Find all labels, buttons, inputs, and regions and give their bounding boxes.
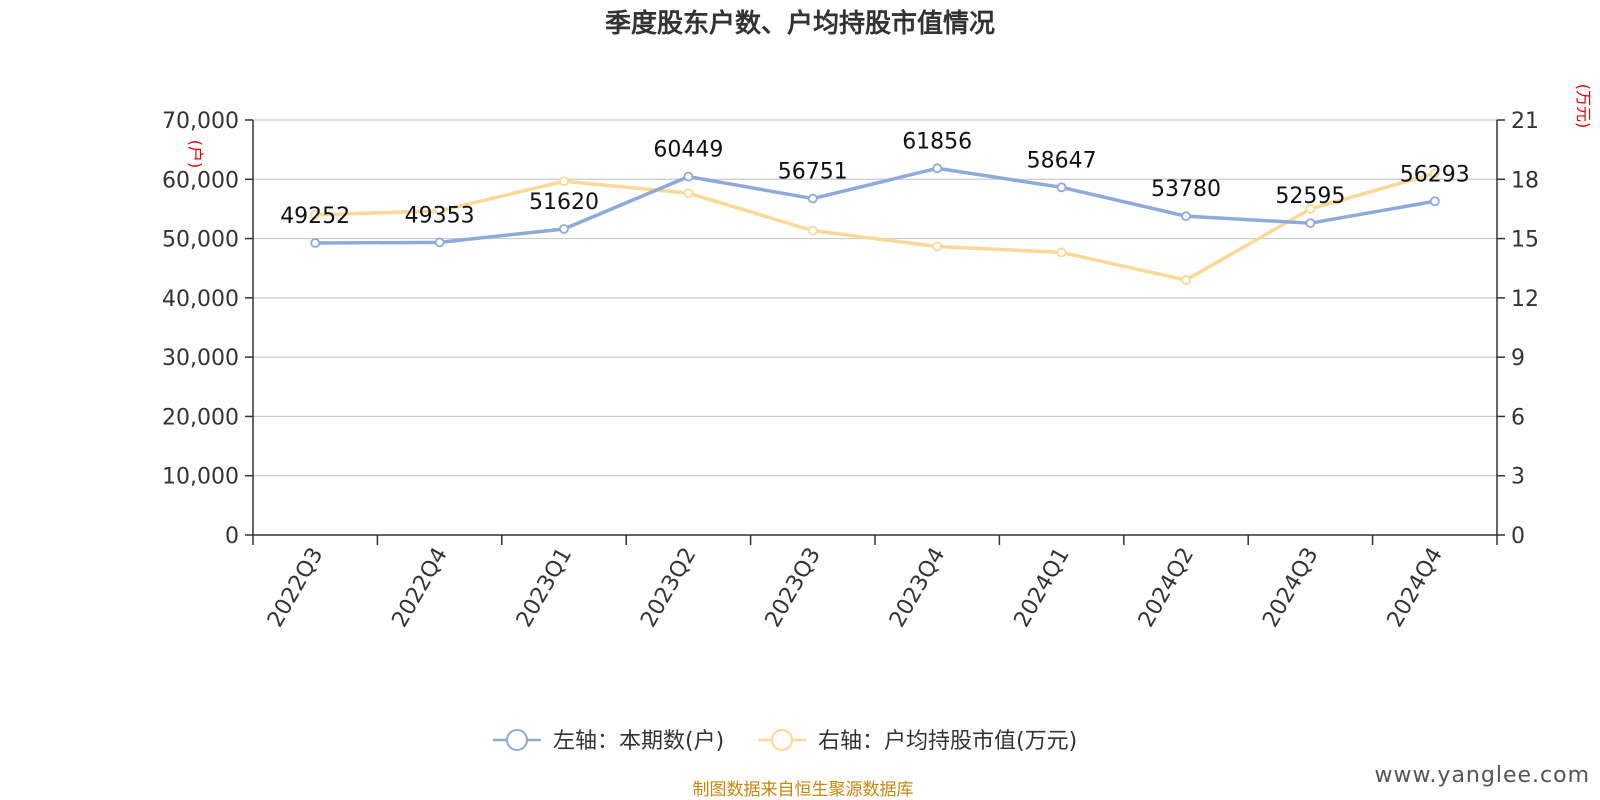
left-axis-tick-label: 0 <box>225 524 239 549</box>
left-axis-tick-label: 40,000 <box>162 287 239 312</box>
watermark: www.yanglee.com <box>1374 763 1590 788</box>
data-point-right[interactable] <box>807 225 818 236</box>
legend-item-right-series[interactable]: 右轴：户均持股市值(万元) <box>758 729 1077 754</box>
right-axis-tick-label: 21 <box>1511 109 1539 134</box>
right-axis-tick-label: 3 <box>1511 465 1525 490</box>
chart-title: 季度股东户数、户均持股市值情况 <box>605 8 995 39</box>
left-axis-tick-label: 20,000 <box>162 405 239 430</box>
data-point-right[interactable] <box>683 188 694 199</box>
data-point-right[interactable] <box>559 176 569 187</box>
data-point-right[interactable] <box>932 241 943 252</box>
series-line-left <box>315 166 1436 245</box>
data-point-left[interactable] <box>310 238 321 248</box>
x-axis-tick-label: 2023Q1 <box>512 544 577 632</box>
right-axis-tick-label: 9 <box>1511 346 1525 371</box>
series-lines <box>310 163 1440 285</box>
data-label-left: 51620 <box>529 190 599 215</box>
data-point-right[interactable] <box>434 206 445 216</box>
legend-marker-right <box>771 729 793 751</box>
data-label-left: 56293 <box>1400 162 1470 187</box>
data-point-right[interactable] <box>310 209 321 220</box>
data-point-left[interactable] <box>1429 196 1440 207</box>
right-axis-tick-label: 0 <box>1511 524 1525 549</box>
data-point-left[interactable] <box>434 237 445 248</box>
x-axis-tick-label: 2024Q3 <box>1258 544 1323 632</box>
data-point-left[interactable] <box>807 193 818 204</box>
gridlines <box>253 119 1497 477</box>
right-axis-tick-label: 6 <box>1511 405 1525 430</box>
left-axis-tick-label: 10,000 <box>162 465 239 490</box>
x-axis-tick-label: 2022Q3 <box>263 544 328 632</box>
data-point-left[interactable] <box>683 171 694 182</box>
right-axis-tick-label: 15 <box>1511 228 1539 253</box>
data-point-left[interactable] <box>932 163 943 174</box>
x-axis-tick-label: 2022Q4 <box>387 544 452 632</box>
left-axis-unit: (户) <box>186 140 205 169</box>
x-axis-tick-label: 2024Q2 <box>1134 544 1199 632</box>
data-label-left: 58647 <box>1027 148 1097 173</box>
data-point-left[interactable] <box>559 224 569 234</box>
data-point-right[interactable] <box>1056 247 1067 258</box>
data-point-right[interactable] <box>1181 275 1191 285</box>
legend-item-left-series[interactable]: 左轴：本期数(户) <box>493 729 724 754</box>
x-axis-tick-label: 2023Q4 <box>885 544 950 632</box>
legend-label-left: 左轴：本期数(户) <box>553 729 724 754</box>
left-axis-tick-label: 30,000 <box>162 346 239 371</box>
x-axis-tick-label: 2023Q3 <box>761 544 826 632</box>
right-axis-tick-label: 18 <box>1511 168 1539 193</box>
data-labels: 49252 49353 51620 60449 56751 61856 58647 53780… <box>280 129 1470 229</box>
data-label-left: 52595 <box>1275 184 1345 209</box>
data-label-left: 49252 <box>280 204 350 229</box>
x-axis-tick-label: 2024Q4 <box>1383 544 1448 632</box>
right-axis-unit: (万元) <box>1574 84 1593 129</box>
data-point-left[interactable] <box>1305 218 1316 229</box>
data-point-right[interactable] <box>1305 204 1316 214</box>
series-line-right <box>315 171 1436 282</box>
data-label-left: 56751 <box>778 160 848 185</box>
left-axis-tick-label: 60,000 <box>162 168 239 193</box>
data-label-left: 49353 <box>405 203 475 228</box>
legend-label-right: 右轴：户均持股市值(万元) <box>818 729 1077 754</box>
data-point-left[interactable] <box>1181 211 1191 222</box>
left-axis-tick-label: 70,000 <box>162 109 239 134</box>
data-label-left: 61856 <box>902 129 972 154</box>
data-point-right[interactable] <box>1429 168 1440 179</box>
legend: 左轴：本期数(户) 右轴：户均持股市值(万元) <box>493 729 1077 754</box>
data-point-left[interactable] <box>1056 182 1067 193</box>
legend-marker-left <box>506 729 528 751</box>
right-axis-tick-label: 12 <box>1511 287 1539 312</box>
left-axis-tick-label: 50,000 <box>162 228 239 253</box>
data-label-left: 53780 <box>1151 177 1221 202</box>
data-source-note: 制图数据来自恒生聚源数据库 <box>693 780 914 800</box>
x-axis-tick-label: 2023Q2 <box>636 544 701 632</box>
x-axis-tick-label: 2024Q1 <box>1009 544 1074 632</box>
data-label-left: 60449 <box>653 138 723 163</box>
